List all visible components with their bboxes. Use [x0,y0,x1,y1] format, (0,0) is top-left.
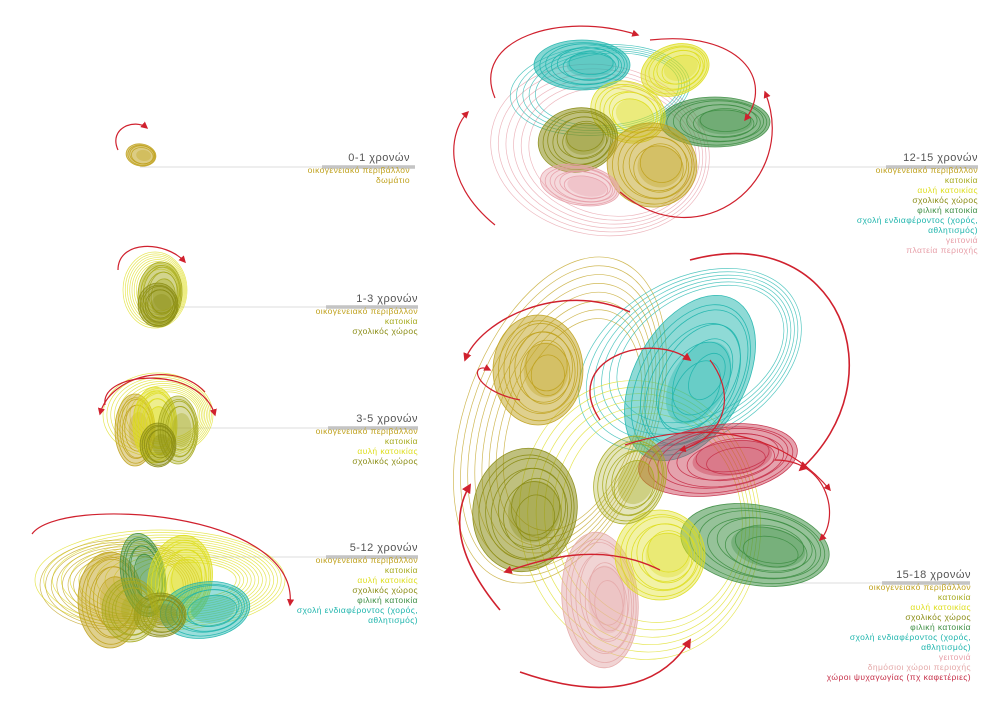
arrow-12-15c [619,90,773,219]
legend-line: κατοικία [384,316,418,326]
blob-school-2 [139,422,177,468]
stage-label-3-5: 3-5 χρονών οικογενειακό περιβάλλον κατοικ… [316,413,418,467]
arrow-5-12 [31,513,295,607]
stage-legend: οικογενειακό περιβάλλον δωμάτιο [308,165,410,185]
legend-line: σχολή ενδιαφέροντος (χορός, [849,632,971,642]
legend-line: κατοικία [384,565,418,575]
legend-line: οικογενειακό περιβάλλον [315,426,418,436]
stage-title: 15-18 χρονών [896,569,971,581]
legend-line: πλατεία περιοχής [906,245,978,255]
blob-school-5 [472,447,578,573]
arrow-15-18h [774,459,831,542]
arrow-15-18i [624,431,831,492]
arrow-15-18g [519,638,691,689]
arrow-3-5b [97,374,206,416]
blob-family-0 [125,143,157,167]
stage-legend: οικογενειακό περιβάλλον κατοικία αυλή κατο… [316,426,418,466]
legend-line: αυλή κατοικίας [357,575,418,585]
blob-activity-4 [533,39,631,91]
blob-home-1 [137,261,183,327]
legend-line: δημόσιοι χώροι περιοχής [867,662,971,672]
legend-line: φιλική κατοικία [917,205,978,215]
legend-line: οικογενειακό περιβάλλον [868,582,971,592]
blob-home-3 [101,577,159,643]
stage-title: 12-15 χρονών [903,152,978,164]
legend-line: κατοικία [384,436,418,446]
arrow-15-18e [503,553,661,574]
legend-line: αυλή κατοικίας [910,602,971,612]
arrow-15-18f [458,483,501,611]
legend-line: χώροι ψυχαγωγίας (πχ καφετέριες) [826,672,971,682]
legend-line: σχολικός χώρος [352,585,418,595]
blob-activity-5 [624,294,756,462]
stage-label-12-15: 12-15 χρονών οικογενειακό περιβάλλον κατο… [857,152,978,256]
arrow-1-3 [117,245,186,271]
stage-title: 5-12 χρονών [349,542,418,554]
stage-legend: οικογενειακό περιβάλλον κατοικία αυλή κατο… [297,555,418,625]
arrow-15-18b [463,299,631,362]
legend-line: αθλητισμός) [368,615,418,625]
legend-line: γειτονιά [938,652,971,662]
arrow-15-18d [476,364,521,401]
blob-family-4 [606,122,698,208]
legend-line: κατοικία [937,592,971,602]
stage-title: 3-5 χρονών [356,413,418,425]
stage-label-5-12: 5-12 χρονών οικογενειακό περιβάλλον κατοι… [297,542,418,626]
legend-line: δωμάτιο [376,175,410,185]
blob-clusters [34,39,830,669]
arrow-3-5a [104,377,217,417]
legend-line: φιλική κατοικία [910,622,971,632]
blob-neigh-4 [540,163,620,207]
blob-school-4 [537,107,619,173]
blob-home-2 [157,395,199,465]
stage-legend: οικογενειακό περιβάλλον κατοικία αυλή κατο… [857,165,978,255]
legend-line: οικογενειακό περιβάλλον [875,165,978,175]
stage-label-1-3: 1-3 χρονών οικογενειακό περιβάλλον κατοικ… [316,293,418,337]
blob-leisure-5 [638,423,798,497]
legend-line: αυλή κατοικίας [357,446,418,456]
stage-title: 0-1 χρονών [348,152,410,164]
legend-line: σχολή ενδιαφέροντος (χορός, [296,605,418,615]
blob-yard-4 [640,43,710,97]
stage-rules [140,165,978,585]
legend-line: σχολικός χώρος [352,456,418,466]
legend-line: αθλητισμός) [921,642,971,652]
blob-friend-5 [680,503,830,587]
arrow-12-15a [490,25,640,99]
legend-line: αυλή κατοικίας [917,185,978,195]
stage-title: 1-3 χρονών [356,293,418,305]
blob-family-5 [492,314,584,426]
movement-arrows [31,25,850,689]
arrow-0-1 [115,121,149,151]
stage-label-15-18: 15-18 χρονών οικογενειακό περιβάλλον κατο… [827,569,971,683]
blob-public-5 [561,531,639,669]
legend-line: κατοικία [944,175,978,185]
legend-line: οικογενειακό περιβάλλον [307,165,410,175]
blob-school-1 [137,282,179,328]
stage-legend: οικογενειακό περιβάλλον κατοικία αυλή κατο… [827,582,971,682]
stage-legend: οικογενειακό περιβάλλον κατοικία σχολικός … [316,306,418,336]
stage-label-0-1: 0-1 χρονών οικογενειακό περιβάλλον δωμάτι… [308,152,410,186]
arrow-15-18a [689,253,850,472]
legend-line: σχολικός χώρος [912,195,978,205]
arrow-15-18c [589,347,692,421]
legend-line: φιλική κατοικία [357,595,418,605]
legend-line: οικογενειακό περιβάλλον [315,555,418,565]
arrow-12-15d [649,38,756,122]
blob-activity-3 [159,581,251,639]
blob-yard-5 [614,509,706,601]
legend-line: σχολικός χώρος [352,326,418,336]
legend-line: οικογενειακό περιβάλλον [315,306,418,316]
arrow-15-18j [678,359,726,453]
legend-line: σχολικός χώρος [905,612,971,622]
blob-home-5 [593,435,667,525]
legend-line: γειτονιά [945,235,978,245]
legend-line: αθλητισμός) [928,225,978,235]
legend-line: σχολή ενδιαφέροντος (χορός, [856,215,978,225]
blob-friend-4 [659,96,771,148]
arrow-12-15b [453,110,496,226]
